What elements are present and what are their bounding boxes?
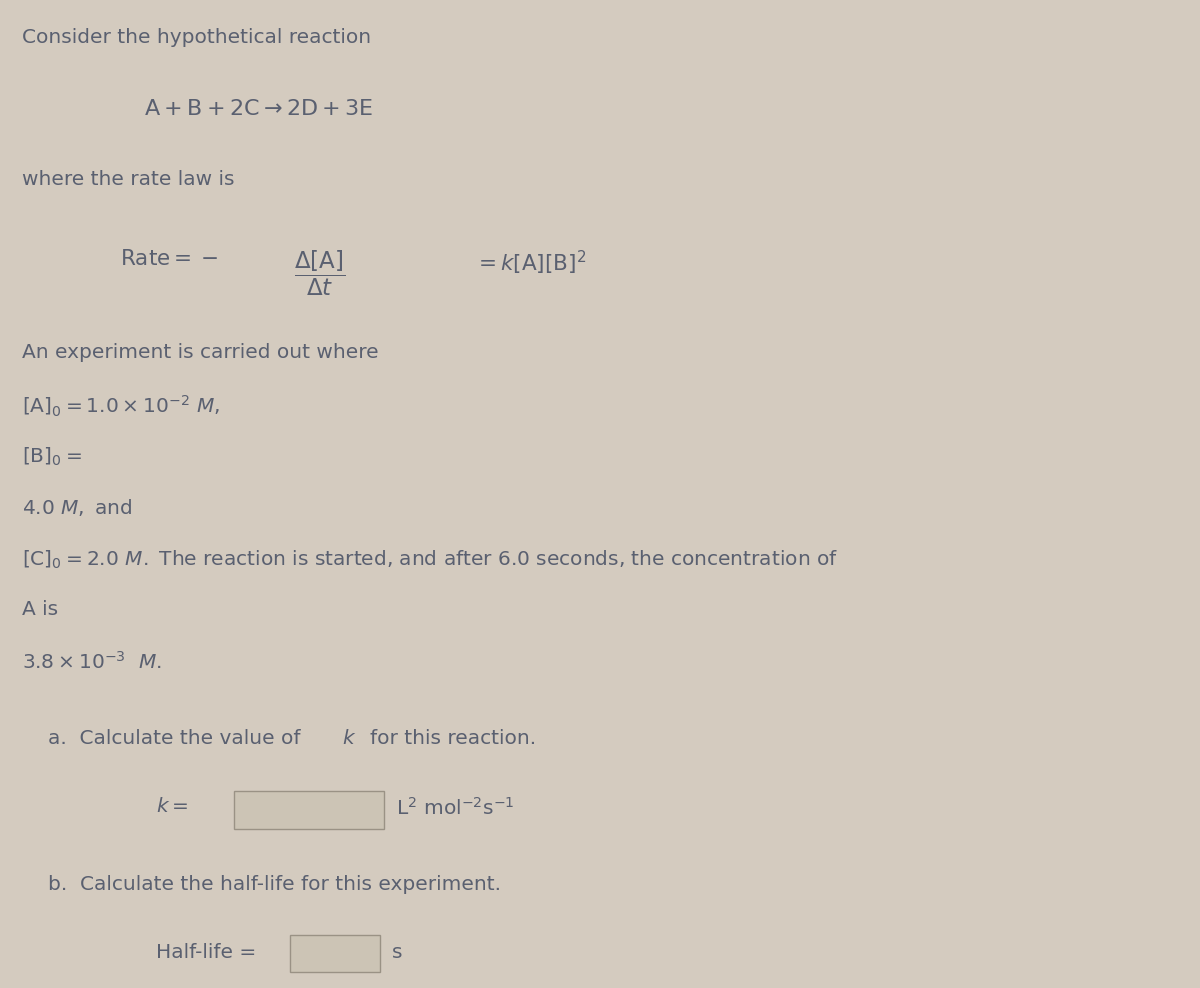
Text: $= k[\mathrm{A}][\mathrm{B}]^2$: $= k[\mathrm{A}][\mathrm{B}]^2$: [474, 249, 586, 278]
Text: a.  Calculate the value of: a. Calculate the value of: [48, 729, 300, 748]
Text: An experiment is carried out where: An experiment is carried out where: [22, 343, 378, 362]
FancyBboxPatch shape: [290, 935, 380, 972]
Text: $[\mathrm{C}]_0 = 2.0\ M.$ The reaction is started, and after 6.0 seconds, the c: $[\mathrm{C}]_0 = 2.0\ M.$ The reaction …: [22, 548, 838, 571]
Text: $\mathrm{A + B + 2C \rightarrow 2D + 3E}$: $\mathrm{A + B + 2C \rightarrow 2D + 3E}…: [144, 99, 373, 119]
Text: $\dfrac{\Delta[\mathrm{A}]}{\Delta t}$: $\dfrac{\Delta[\mathrm{A}]}{\Delta t}$: [294, 249, 346, 298]
Text: $4.0\ M,$ and: $4.0\ M,$ and: [22, 497, 132, 518]
Text: $[\mathrm{B}]_0 =$: $[\mathrm{B}]_0 =$: [22, 446, 82, 468]
Text: A is: A is: [22, 600, 58, 618]
Text: $\mathrm{L}^2\ \mathrm{mol}^{-2}\mathrm{s}^{-1}$: $\mathrm{L}^2\ \mathrm{mol}^{-2}\mathrm{…: [396, 797, 515, 819]
Text: $3.8 \times 10^{-3}\ \ M.$: $3.8 \times 10^{-3}\ \ M.$: [22, 651, 162, 673]
Text: Half-life =: Half-life =: [156, 943, 257, 961]
FancyBboxPatch shape: [234, 791, 384, 829]
Text: $k =$: $k =$: [156, 797, 188, 816]
Text: Consider the hypothetical reaction: Consider the hypothetical reaction: [22, 28, 371, 46]
Text: b.  Calculate the half-life for this experiment.: b. Calculate the half-life for this expe…: [48, 875, 502, 894]
Text: $[\mathrm{A}]_0 = 1.0 \times 10^{-2}\ M,$: $[\mathrm{A}]_0 = 1.0 \times 10^{-2}\ M,…: [22, 394, 220, 420]
Text: for this reaction.: for this reaction.: [370, 729, 535, 748]
Text: $k$: $k$: [342, 729, 356, 748]
Text: $\mathrm{Rate} = -$: $\mathrm{Rate} = -$: [120, 249, 218, 269]
Text: s: s: [392, 943, 403, 961]
Text: where the rate law is: where the rate law is: [22, 170, 234, 189]
